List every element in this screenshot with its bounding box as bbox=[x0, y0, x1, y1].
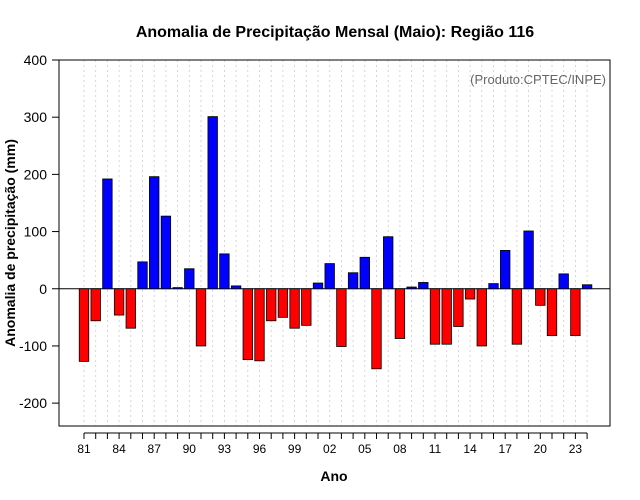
bar-2018 bbox=[511, 288, 523, 345]
bar-1995 bbox=[242, 288, 253, 361]
bar-2010 bbox=[418, 282, 429, 290]
y-tick-label: -200 bbox=[19, 395, 47, 411]
bar-2008 bbox=[394, 288, 406, 339]
x-tick-label: 81 bbox=[77, 442, 91, 456]
bar-1983 bbox=[102, 178, 113, 290]
x-tick-label: 08 bbox=[393, 442, 407, 456]
chart-title: Anomalia de Precipitação Mensal (Maio): … bbox=[136, 24, 534, 41]
y-tick-label: 400 bbox=[24, 52, 48, 68]
y-tick-label: -100 bbox=[19, 338, 47, 354]
bar-2005 bbox=[359, 256, 370, 290]
bar-2017 bbox=[500, 250, 511, 290]
bar-1988 bbox=[160, 215, 172, 290]
bar-2014 bbox=[464, 288, 476, 300]
bar-2012 bbox=[441, 288, 452, 345]
bar-1987 bbox=[149, 176, 160, 290]
bar-1982 bbox=[90, 288, 101, 322]
bar-2009 bbox=[406, 286, 417, 290]
x-tick-label: 96 bbox=[253, 442, 267, 456]
annotation-label: (Produto:CPTEC/INPE) bbox=[470, 72, 606, 87]
bar-1984 bbox=[113, 288, 125, 316]
bar-2020 bbox=[535, 288, 546, 306]
y-tick-label: 300 bbox=[24, 109, 48, 125]
grid-lines bbox=[83, 60, 588, 426]
bar-2002 bbox=[324, 263, 335, 290]
x-tick-label: 20 bbox=[534, 442, 548, 456]
bar-2021 bbox=[546, 288, 558, 337]
y-axis-label: Anomalia de precipitação (mm) bbox=[2, 139, 18, 347]
bar-2019 bbox=[523, 230, 534, 290]
bar-2022 bbox=[558, 273, 569, 290]
x-tick-label: 99 bbox=[288, 442, 302, 456]
y-tick-label: 100 bbox=[24, 224, 48, 240]
x-axis: 81 84 87 90 93 96 99 02 05 08 11 14 17 20 23 bbox=[77, 432, 588, 456]
bar-1991 bbox=[195, 288, 207, 347]
bar-2016 bbox=[488, 283, 499, 290]
x-tick-label: 84 bbox=[112, 442, 126, 456]
bar-1992 bbox=[207, 116, 218, 290]
bar-2013 bbox=[453, 288, 464, 327]
bar-1989 bbox=[172, 287, 183, 290]
bars bbox=[78, 116, 593, 370]
bar-1996 bbox=[254, 288, 265, 362]
bar-2011 bbox=[429, 288, 441, 345]
bar-1999 bbox=[289, 288, 300, 329]
bar-2023 bbox=[570, 288, 581, 337]
bar-2007 bbox=[383, 236, 394, 290]
bar-2004 bbox=[347, 272, 359, 290]
x-tick-label: 90 bbox=[183, 442, 197, 456]
y-tick-label: 0 bbox=[39, 281, 47, 297]
bar-2006 bbox=[371, 288, 382, 370]
bar-1981 bbox=[78, 288, 90, 362]
bar-1997 bbox=[266, 288, 277, 322]
x-tick-label: 23 bbox=[569, 442, 583, 456]
bar-1986 bbox=[137, 261, 148, 290]
x-tick-label: 17 bbox=[499, 442, 513, 456]
x-tick-label: 11 bbox=[429, 442, 442, 456]
bar-2000 bbox=[301, 288, 312, 326]
x-tick-label: 87 bbox=[148, 442, 162, 456]
bar-1985 bbox=[125, 288, 136, 329]
bar-2001 bbox=[312, 282, 324, 290]
bar-1993 bbox=[219, 253, 230, 290]
y-tick-label: 200 bbox=[24, 166, 48, 182]
x-tick-label: 93 bbox=[218, 442, 232, 456]
bar-2003 bbox=[336, 288, 347, 347]
x-tick-label: 05 bbox=[358, 442, 372, 456]
bar-2024 bbox=[581, 284, 593, 290]
x-axis-label: Ano bbox=[320, 468, 347, 484]
bar-1998 bbox=[277, 288, 289, 318]
bar-1994 bbox=[230, 285, 242, 290]
bar-2015 bbox=[476, 288, 487, 347]
x-tick-label: 14 bbox=[463, 442, 477, 456]
y-axis: -200 -100 0 100 200 300 400 bbox=[19, 52, 60, 411]
bar-1990 bbox=[184, 268, 195, 290]
x-tick-label: 02 bbox=[323, 442, 337, 456]
